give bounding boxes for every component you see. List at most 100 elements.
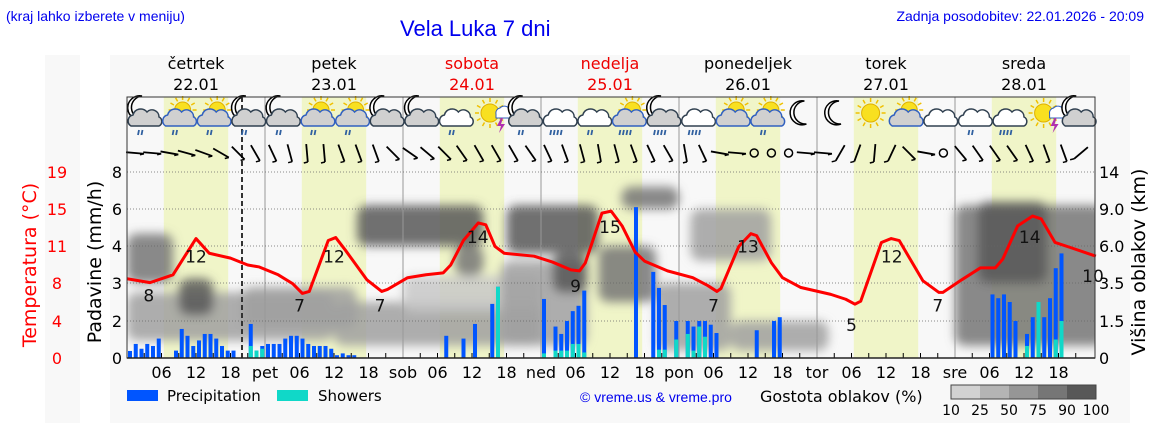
sun-ray [343,102,348,106]
rain-drop [1009,129,1013,136]
cloud-density-area [552,253,587,293]
precip-bar [570,311,575,358]
rain-drop [618,129,622,136]
moon-shape [824,100,842,126]
wind-feather [446,158,452,162]
wind-barb [1069,146,1089,161]
precip-bar [714,333,719,358]
sun-ray [347,97,352,102]
sun-ray [875,99,879,104]
precip-bar [1048,298,1052,358]
day-date: 26.01 [725,75,771,94]
precip-bar [651,271,656,358]
rain-drop [763,129,767,136]
shower-bar [685,333,690,358]
wind-barb [901,145,917,162]
sun-ray [901,97,905,102]
wind-shaft [473,144,485,162]
precip-bar [323,345,328,358]
wind-shaft [710,150,729,156]
sun-ray [221,97,225,102]
lightning-shape [497,118,505,133]
rain-drop [448,129,452,136]
wind-shaft [212,147,230,159]
cloud-density-area [621,186,679,209]
wind-shaft [125,151,145,155]
wind-feather [911,158,916,162]
moon-icon [824,100,842,126]
wind-feather [287,160,293,164]
cloud-height-tick: 3.5 [1099,274,1124,293]
sun-ray [1030,117,1035,122]
wind-feather [850,160,855,164]
x-tick-hour: 18 [910,363,930,382]
rain-drop [310,129,313,136]
wind-feather [702,160,707,163]
precip-bar [191,345,196,358]
x-tick-hour: 18 [358,363,378,382]
rain-drop [275,129,279,136]
shower-bar [691,350,696,358]
precip-bar [185,335,190,358]
sun-ray [313,97,317,102]
x-tick-hour: 12 [1014,363,1034,382]
shower-bar [662,349,667,358]
precip-bar [225,350,230,358]
wind-barb [524,145,537,163]
cloud-density-area [506,205,599,254]
precip-bar [214,338,219,358]
cloud-legend-swatch [951,385,980,399]
precip-bar [777,317,782,358]
wind-shaft [337,144,346,162]
day-date: 23.01 [311,75,357,94]
sun-ray [758,102,763,106]
rain-drop [279,129,282,136]
rain-drop [552,129,556,136]
wind-feather [580,160,585,164]
cloud-shape [992,108,1028,127]
rain-drop [313,129,317,136]
wind-barb [125,151,145,156]
wind-feather [596,161,602,164]
wind-feather [208,155,213,158]
day-date: 27.01 [863,75,909,94]
wind-feather [831,160,836,163]
x-tick-hour: 06 [841,363,861,382]
wind-feather [682,161,688,164]
cloud-rain-icon [542,108,578,136]
rain-drop [625,129,629,136]
cloud-height-tick: 0 [1099,349,1109,368]
sun-disc [861,103,881,123]
cloud-shape [127,108,163,127]
temp-tick: 15 [47,200,67,219]
wind-barb [662,144,674,163]
sun-ray [636,97,641,102]
wind-barb [954,145,968,162]
rain-drop [971,129,974,136]
day-name: petek [311,54,357,73]
temp-label: 14 [1019,228,1041,248]
wind-feather [174,153,179,157]
wind-feather [563,160,569,164]
rain-drop [586,129,590,136]
wind-barb [1024,144,1035,163]
cloud-legend-tick: 25 [971,403,989,419]
precip-tick: 8 [112,163,122,182]
wind-barb [177,149,196,158]
cloud-legend-tick: 90 [1058,403,1076,419]
cloud-shape [542,108,578,127]
precip-bar [300,338,305,358]
cloud-density-area [690,209,771,261]
shower-bar [248,345,253,358]
shower-bar [570,343,575,358]
x-tick-hour: 18 [496,363,516,382]
sun-ray [744,102,749,106]
wind-barb [813,151,833,156]
wind-feather [224,156,229,160]
wind-shaft [267,144,278,162]
precip-bar [306,343,311,358]
wind-barb [971,145,984,163]
sun-ray [476,104,481,109]
moon-cloud-rain-icon [265,95,301,136]
wind-feather [1045,160,1050,164]
